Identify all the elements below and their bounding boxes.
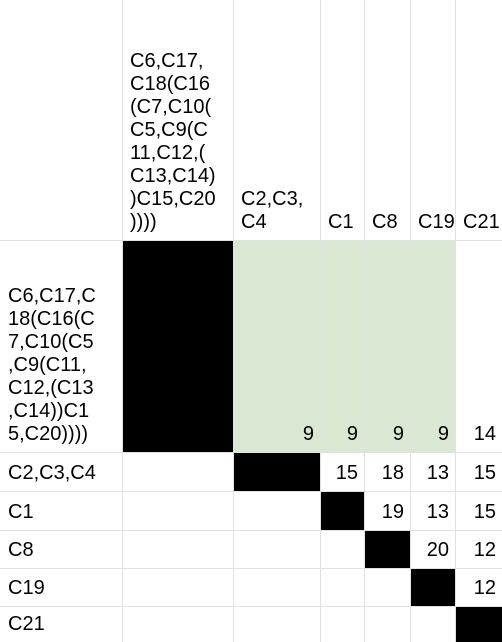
row-header-label: C8 — [8, 539, 34, 561]
grid-line-horizontal — [0, 240, 502, 241]
matrix-cell[interactable]: 12 — [455, 530, 502, 568]
row-header-5[interactable]: C19 — [0, 568, 122, 606]
row-header-label: C21 — [8, 613, 45, 635]
grid-line-horizontal — [0, 491, 502, 492]
cell-value: 15 — [473, 462, 496, 484]
matrix-cell[interactable] — [410, 606, 455, 642]
highlight-band — [233, 240, 455, 452]
matrix-cell[interactable]: 13 — [410, 491, 455, 530]
matrix-cell[interactable]: 15 — [320, 452, 364, 491]
matrix-cell[interactable]: 13 — [410, 452, 455, 491]
grid-line-vertical — [320, 0, 321, 642]
cell-value: 20 — [426, 539, 449, 561]
column-header-6[interactable]: C21 — [455, 0, 502, 240]
cell-value: 15 — [335, 462, 358, 484]
cell-value: 9 — [346, 423, 358, 445]
row-header-label: C1 — [8, 501, 34, 523]
cell-value: 14 — [473, 423, 496, 445]
matrix-cell[interactable] — [364, 606, 410, 642]
grid-line-horizontal — [0, 452, 502, 453]
cell-value: 12 — [473, 539, 496, 561]
column-header-label: C21 — [463, 211, 500, 233]
column-header-label: C2,C3, C4 — [241, 188, 304, 233]
grid-line-vertical — [455, 0, 456, 642]
row-header-label: C2,C3,C4 — [8, 462, 96, 484]
matrix-cell[interactable] — [122, 491, 233, 530]
row-header-1[interactable]: C6,C17,C 18(C16(C 7,C10(C5 ,C9(C11, C12,… — [0, 240, 122, 452]
cell-value: 12 — [473, 577, 496, 599]
column-header-1[interactable]: C6,C17, C18(C16 (C7,C10( C5,C9(C 11,C12,… — [122, 0, 233, 240]
cell-value: 9 — [392, 423, 404, 445]
column-header-3[interactable]: C1 — [320, 0, 364, 240]
row-header-label: C19 — [8, 577, 45, 599]
matrix-cell[interactable] — [122, 530, 233, 568]
grid-line-vertical — [410, 0, 411, 642]
matrix-cell[interactable]: 9 — [320, 240, 364, 452]
row-header-3[interactable]: C1 — [0, 491, 122, 530]
matrix-cell[interactable] — [122, 568, 233, 606]
diagonal-cell[interactable] — [364, 530, 410, 568]
cell-value: 13 — [426, 501, 449, 523]
cell-value: 15 — [473, 501, 496, 523]
matrix-cell[interactable] — [122, 606, 233, 642]
column-header-2[interactable]: C2,C3, C4 — [233, 0, 320, 240]
matrix-cell[interactable]: 9 — [410, 240, 455, 452]
grid-line-vertical — [122, 0, 123, 642]
cell-value: 9 — [302, 423, 314, 445]
diagonal-cell[interactable] — [320, 491, 364, 530]
column-header-label: C8 — [372, 211, 398, 233]
matrix-cell[interactable]: 12 — [455, 568, 502, 606]
cell-value: 19 — [381, 501, 404, 523]
matrix-cell[interactable] — [320, 568, 364, 606]
corner-cell[interactable] — [0, 0, 122, 240]
diagonal-cell[interactable] — [233, 452, 320, 491]
column-header-label: C6,C17, C18(C16 (C7,C10( C5,C9(C 11,C12,… — [130, 50, 216, 233]
grid-line-vertical — [233, 0, 234, 642]
matrix-cell[interactable]: 15 — [455, 452, 502, 491]
matrix-cell[interactable] — [233, 606, 320, 642]
row-header-6[interactable]: C21 — [0, 606, 122, 642]
grid-line-horizontal — [0, 606, 502, 607]
row-header-label: C6,C17,C 18(C16(C 7,C10(C5 ,C9(C11, C12,… — [8, 285, 96, 445]
diagonal-cell[interactable] — [455, 606, 502, 642]
matrix-cell[interactable]: 18 — [364, 452, 410, 491]
row-header-2[interactable]: C2,C3,C4 — [0, 452, 122, 491]
matrix-cell[interactable]: 9 — [364, 240, 410, 452]
grid-line-vertical — [364, 0, 365, 642]
row-header-4[interactable]: C8 — [0, 530, 122, 568]
matrix-cell[interactable] — [233, 530, 320, 568]
matrix-cell[interactable]: 19 — [364, 491, 410, 530]
matrix-cell[interactable]: 15 — [455, 491, 502, 530]
cell-value: 18 — [381, 462, 404, 484]
matrix-cell[interactable] — [364, 568, 410, 606]
diagonal-cell[interactable] — [410, 568, 455, 606]
column-header-label: C19 — [418, 211, 455, 233]
matrix-cell[interactable] — [122, 452, 233, 491]
matrix-cell[interactable]: 14 — [455, 240, 502, 452]
column-header-4[interactable]: C8 — [364, 0, 410, 240]
grid-line-horizontal — [0, 568, 502, 569]
matrix-cell[interactable] — [233, 491, 320, 530]
diagonal-cell[interactable] — [122, 240, 233, 452]
grid-line-horizontal — [0, 530, 502, 531]
column-header-label: C1 — [328, 211, 354, 233]
matrix-cell[interactable] — [320, 606, 364, 642]
matrix-cell[interactable] — [320, 530, 364, 568]
cell-value: 13 — [426, 462, 449, 484]
matrix-cell[interactable]: 20 — [410, 530, 455, 568]
column-header-5[interactable]: C19 — [410, 0, 455, 240]
matrix-cell[interactable] — [233, 568, 320, 606]
cell-value: 9 — [437, 423, 449, 445]
matrix-cell[interactable]: 9 — [233, 240, 320, 452]
